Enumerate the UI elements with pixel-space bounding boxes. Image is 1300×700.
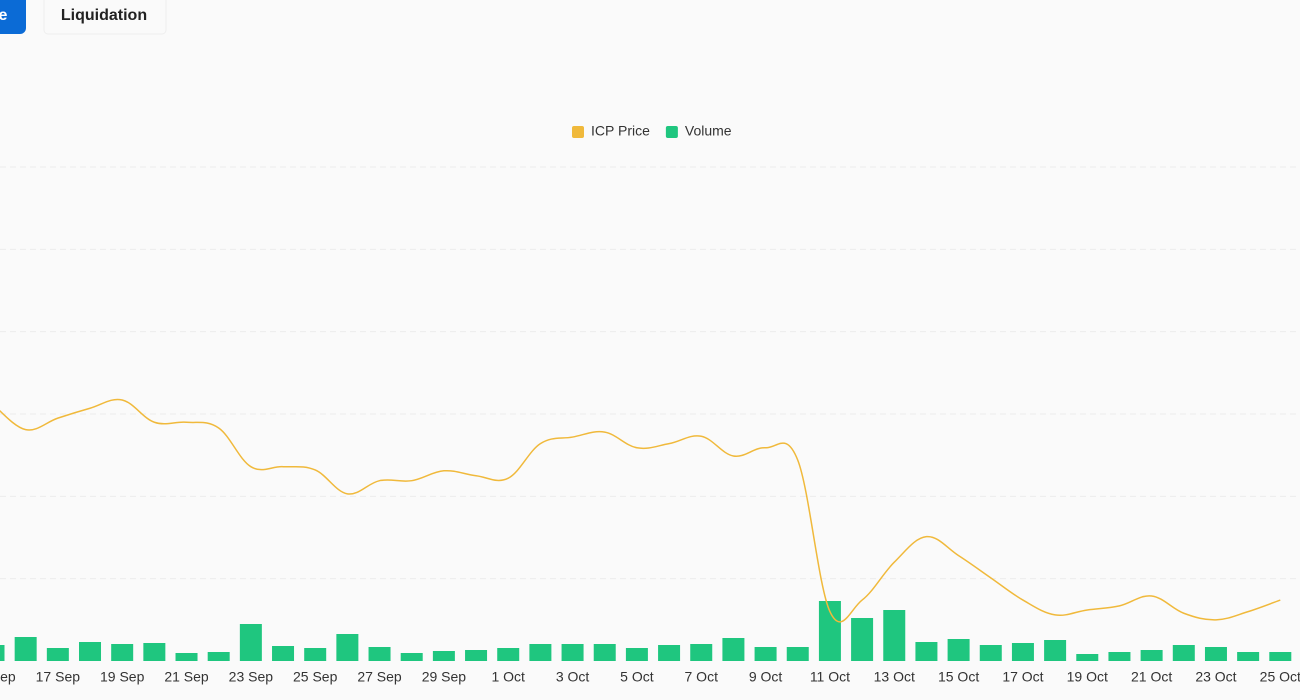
x-tick-label: 23 Sep [229, 669, 274, 685]
x-tick-label: 15 Oct [938, 669, 979, 685]
volume-bar [915, 642, 938, 661]
volume-bar [1108, 652, 1131, 661]
volume-bar [336, 634, 359, 661]
volume-bar [304, 648, 327, 661]
x-tick-label: 21 Sep [164, 669, 209, 685]
x-tick-label: 9 Oct [749, 669, 783, 685]
volume-bar [272, 646, 295, 661]
x-tick-label: 3 Oct [556, 669, 590, 685]
x-tick-label: 11 Oct [810, 669, 850, 685]
volume-bar [883, 610, 906, 661]
volume-bar [690, 644, 713, 661]
volume-bar [1140, 650, 1163, 661]
x-tick-label: 17 Sep [36, 669, 81, 685]
volume-bar [1269, 652, 1292, 661]
volume-bar [529, 644, 552, 661]
x-tick-label: 29 Sep [422, 669, 467, 685]
tab[interactable] [43, 0, 167, 35]
volume-bar [1172, 645, 1195, 661]
volume-bar [175, 653, 198, 661]
volume-bar [400, 653, 423, 661]
volume-bar [754, 647, 777, 661]
x-tick-label: 25 Sep [293, 669, 338, 685]
x-tick-label: 13 Oct [874, 669, 915, 685]
volume-bar [1204, 647, 1227, 661]
tab-label[interactable]: e [0, 7, 8, 24]
volume-bar [593, 644, 616, 661]
volume-bar [1044, 640, 1067, 661]
legend-swatch [665, 126, 678, 138]
volume-bar [46, 648, 69, 661]
volume-bar [1237, 652, 1260, 661]
volume-bar [432, 651, 455, 661]
volume-bar [625, 648, 648, 661]
volume-bar [368, 647, 391, 661]
x-tick-label: 23 Oct [1195, 669, 1236, 685]
volume-bar [947, 639, 970, 661]
volume-bar [851, 618, 874, 661]
volume-bar [497, 648, 520, 661]
x-tick-label: 15 Sep [0, 669, 16, 685]
volume-bar [0, 645, 5, 661]
volume-bar [239, 624, 262, 661]
x-tick-label: 21 Oct [1131, 669, 1172, 685]
volume-bar [979, 645, 1002, 661]
volume-bar [786, 647, 809, 661]
volume-bar [561, 644, 584, 661]
volume-bar [658, 645, 681, 661]
x-tick-label: 5 Oct [620, 669, 654, 685]
volume-bar [143, 643, 166, 661]
volume-bar [818, 601, 841, 661]
volume-bar [722, 638, 745, 661]
volume-bar [465, 650, 488, 661]
tab-label[interactable]: Liquidation [61, 7, 147, 24]
volume-bar [207, 652, 230, 661]
legend-swatch [572, 126, 584, 138]
volume-bar [79, 642, 102, 661]
x-tick-label: 1 Oct [491, 669, 525, 685]
volume-bar [14, 637, 37, 661]
x-tick-label: 7 Oct [685, 669, 719, 685]
tab-active[interactable] [0, 0, 26, 34]
volume-bar [1011, 643, 1034, 661]
x-tick-label: 19 Sep [100, 669, 145, 685]
volume-bar [111, 644, 134, 661]
legend-label: ICP Price [591, 123, 650, 139]
x-tick-label: 19 Oct [1067, 669, 1108, 685]
legend-label: Volume [685, 123, 732, 139]
x-tick-label: 25 Oct [1260, 669, 1300, 685]
price-line [0, 398, 1281, 623]
x-tick-label: 27 Sep [357, 669, 402, 685]
volume-bar [1076, 654, 1099, 661]
x-tick-label: 17 Oct [1002, 669, 1043, 685]
